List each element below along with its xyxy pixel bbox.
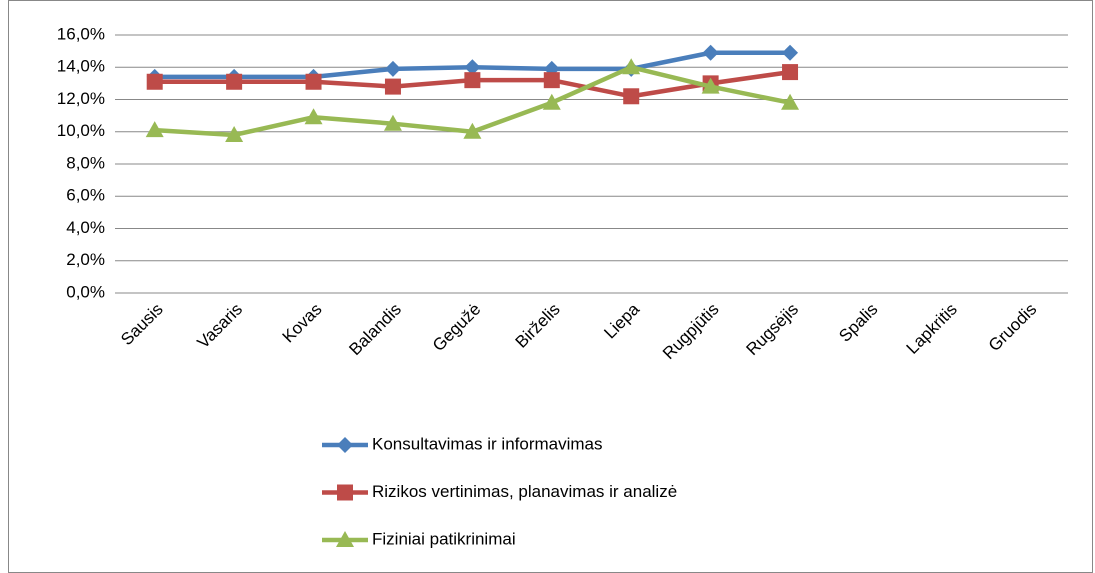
y-tick-label: 12,0% [57, 89, 105, 108]
y-tick-label: 10,0% [57, 121, 105, 140]
legend-label: Rizikos vertinimas, planavimas ir analiz… [372, 482, 677, 501]
data-point [225, 125, 244, 142]
data-point [702, 44, 719, 61]
y-tick-label: 8,0% [66, 153, 105, 172]
legend-item: Konsultavimas ir informavimas [322, 434, 603, 453]
legend-item: Fiziniai patikrinimai [322, 529, 516, 548]
data-point [305, 73, 322, 90]
data-point [464, 72, 481, 89]
data-point [782, 44, 799, 61]
legend-marker [336, 531, 354, 547]
data-point [384, 60, 401, 77]
data-point [146, 73, 163, 90]
data-point [543, 72, 560, 89]
data-point [226, 73, 243, 90]
data-point [145, 121, 164, 138]
data-point [464, 59, 481, 76]
data-point [384, 78, 401, 95]
legend-item: Rizikos vertinimas, planavimas ir analiz… [322, 482, 677, 501]
data-point [782, 64, 799, 81]
data-point [383, 114, 402, 131]
y-tick-label: 16,0% [57, 24, 105, 43]
legend-marker [337, 484, 353, 501]
legend-marker [337, 437, 353, 453]
data-point [622, 58, 641, 75]
data-point [623, 88, 640, 105]
legend-label: Fiziniai patikrinimai [372, 529, 516, 548]
chart-frame [8, 0, 1093, 573]
y-tick-label: 14,0% [57, 57, 105, 76]
data-point [701, 77, 720, 94]
data-point [781, 93, 800, 110]
data-point [304, 108, 323, 125]
legend-label: Konsultavimas ir informavimas [372, 434, 603, 453]
data-point [463, 122, 482, 139]
y-tick-label: 6,0% [66, 186, 105, 205]
y-tick-label: 2,0% [66, 250, 105, 269]
y-tick-label: 0,0% [66, 282, 105, 301]
data-point [542, 93, 561, 110]
y-tick-label: 4,0% [66, 218, 105, 237]
